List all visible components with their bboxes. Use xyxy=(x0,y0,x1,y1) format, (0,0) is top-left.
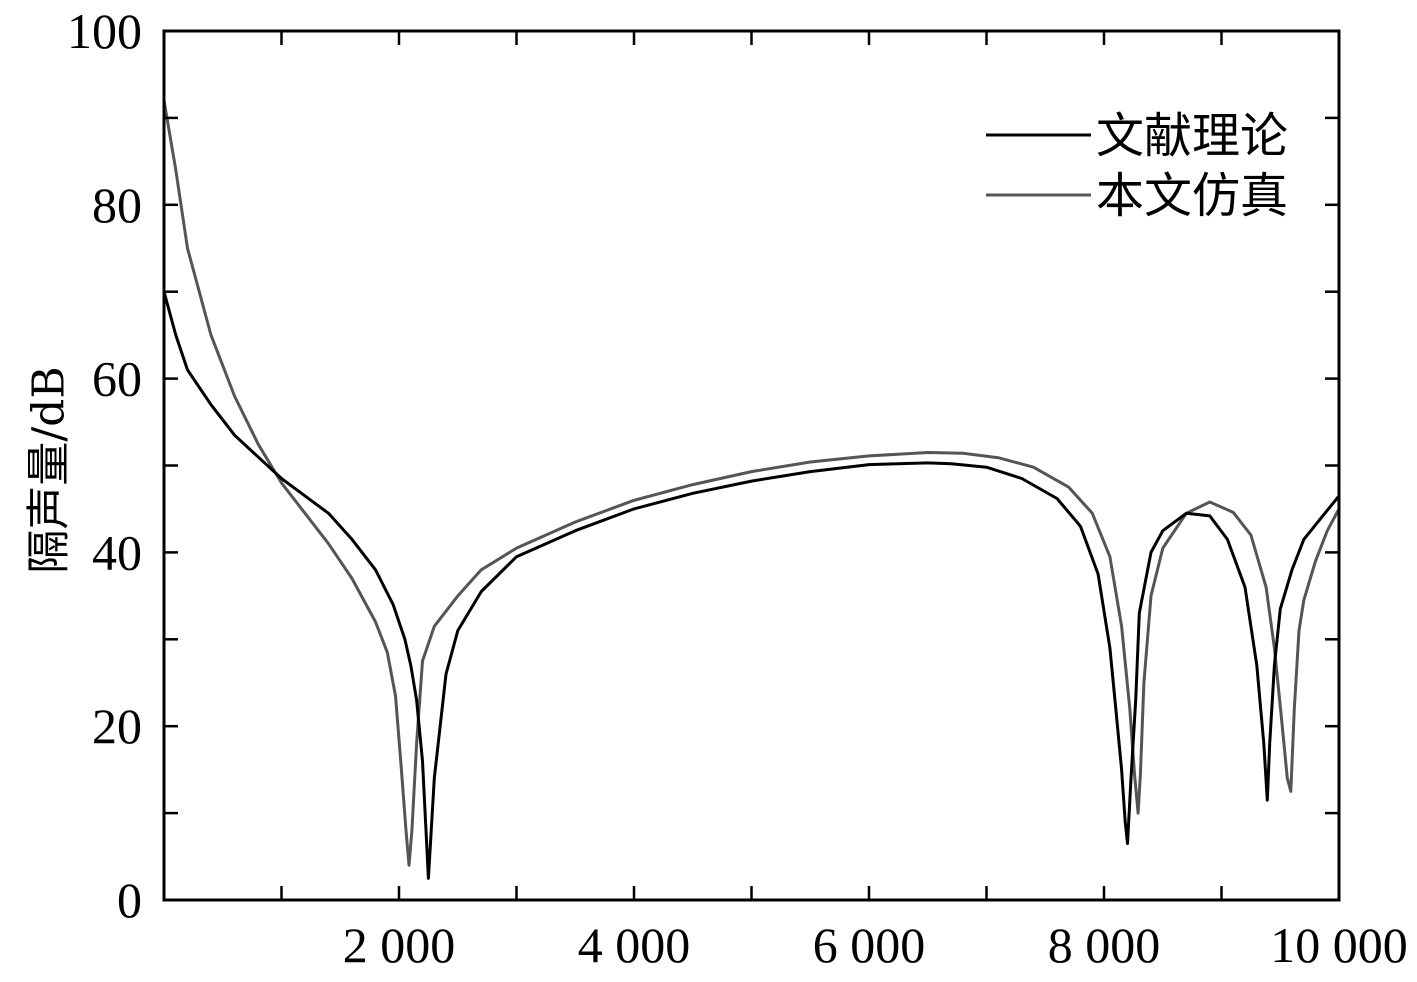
y-tick-label: 60 xyxy=(92,351,142,407)
y-tick-label: 100 xyxy=(67,3,142,59)
y-tick-label: 20 xyxy=(92,698,142,754)
x-tick-label: 4 000 xyxy=(578,917,691,973)
plot-lines xyxy=(162,100,1341,880)
series-line-2 xyxy=(162,100,1341,867)
legend-label-1: 文献理论 xyxy=(1096,108,1288,164)
series-line-1 xyxy=(162,291,1341,880)
y-tick-label: 80 xyxy=(92,177,142,233)
y-tick-label: 40 xyxy=(92,524,142,580)
legend-label-2: 本文仿真 xyxy=(1096,168,1288,224)
y-axis-label: 隔声量/dB xyxy=(24,366,75,573)
x-tick-label: 2 000 xyxy=(343,917,456,973)
axis-ticks xyxy=(164,29,1341,902)
y-tick-label: 0 xyxy=(117,872,142,928)
x-tick-label: 8 000 xyxy=(1048,917,1161,973)
x-tick-label: 10 000 xyxy=(1270,917,1408,973)
x-tick-label: 6 000 xyxy=(813,917,926,973)
axis-tick-labels: 2 000 4 000 6 000 8 000 10 000 0 20 40 60 80 100 xyxy=(67,3,1408,973)
